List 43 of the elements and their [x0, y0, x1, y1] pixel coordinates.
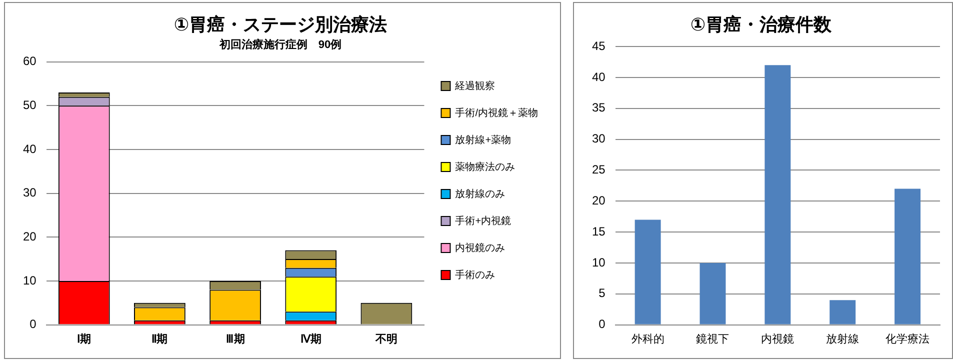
y-tick-label: 0: [30, 317, 37, 332]
legend-label: 手術/内視鏡＋薬物: [455, 106, 538, 119]
bar: [764, 65, 791, 324]
bar: [700, 262, 726, 324]
y-tick-label: 50: [22, 98, 37, 112]
legend-label: 手術のみ: [455, 268, 496, 281]
y-tick-label: 0: [598, 317, 606, 332]
x-tick-label: 放射線: [826, 332, 860, 346]
legend-label: 放射線+薬物: [455, 134, 512, 146]
legend-label: 経過観察: [454, 80, 496, 92]
x-tick-label: 化学療法: [886, 332, 930, 346]
y-tick-label: 60: [22, 54, 37, 68]
y-tick-label: 40: [22, 142, 37, 156]
x-tick-label: Ⅲ期: [226, 332, 245, 346]
y-tick-label: 30: [592, 132, 606, 146]
y-tick-label: 45: [592, 38, 606, 53]
chart-subtitle: 初回治療施行症例 90例: [218, 38, 342, 52]
y-tick-label: 10: [592, 255, 606, 270]
bar: [634, 220, 661, 324]
y-tick-label: 15: [592, 224, 606, 238]
y-tick-label: 35: [592, 100, 606, 115]
legend-label: 薬物療法のみ: [455, 160, 516, 173]
y-tick-label: 5: [598, 286, 606, 300]
chart-title: ①胃癌・ステージ別治療法: [174, 14, 388, 36]
bar: [830, 300, 856, 324]
x-tick-label: 内視鏡: [761, 332, 794, 346]
bar: [894, 188, 921, 324]
x-tick-label: 不明: [374, 333, 398, 346]
y-tick-label: 30: [22, 186, 37, 200]
chart-title: ①胃癌・治療件数: [690, 14, 833, 36]
x-tick-label: Ⅳ期: [300, 332, 322, 346]
legend-label: 内視鏡のみ: [455, 242, 506, 254]
x-tick-label: Ⅱ期: [152, 332, 168, 346]
x-tick-label: 外科的: [631, 333, 664, 346]
y-tick-label: 10: [22, 273, 37, 288]
legend-label: 放射線のみ: [455, 188, 506, 200]
y-tick-label: 25: [592, 162, 606, 177]
x-tick-label: Ⅰ期: [77, 332, 92, 346]
legend-label: 手術+内視鏡: [455, 214, 512, 227]
y-tick-label: 40: [592, 70, 606, 84]
y-tick-label: 20: [592, 193, 606, 208]
y-tick-label: 20: [22, 229, 37, 244]
x-tick-label: 鏡視下: [696, 332, 730, 346]
